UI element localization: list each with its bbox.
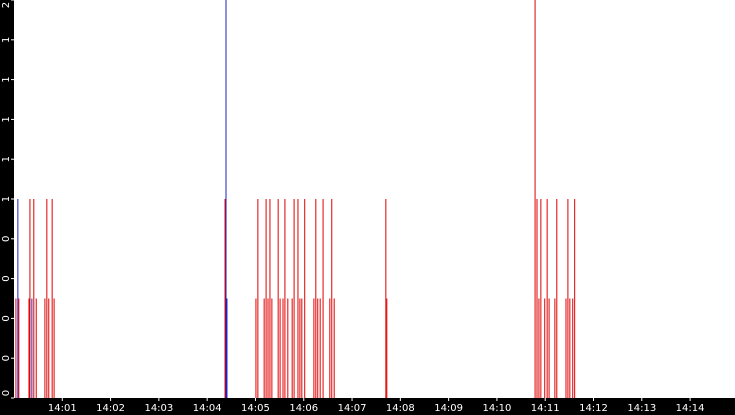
y-tick-label: 1 [1, 76, 12, 82]
x-tick-label: 14:03 [144, 403, 173, 414]
x-axis-bar [0, 398, 735, 415]
y-tick-label: 0 [1, 355, 12, 361]
y-tick-label: 0 [1, 275, 12, 281]
x-tick-label: 14:09 [434, 403, 463, 414]
x-tick-label: 14:10 [483, 403, 512, 414]
y-axis-bar [0, 0, 14, 415]
y-tick-label: 0 [1, 315, 12, 321]
x-tick-label: 14:08 [386, 403, 415, 414]
y-tick-label: 1 [1, 196, 12, 202]
x-tick-label: 14:14 [676, 403, 705, 414]
y-tick-label: 0 [1, 390, 12, 396]
y-tick-label: 1 [1, 37, 12, 43]
x-tick-label: 14:13 [627, 403, 656, 414]
x-tick-label: 14:06 [289, 403, 318, 414]
x-tick-label: 14:01 [48, 403, 77, 414]
y-tick-label: 0 [1, 236, 12, 242]
y-tick-label: 1 [1, 116, 12, 122]
x-tick-label: 14:11 [531, 403, 560, 414]
x-tick-label: 14:04 [193, 403, 222, 414]
y-tick-label: 2 [1, 2, 12, 8]
x-tick-label: 14:12 [579, 403, 608, 414]
x-tick-label: 14:05 [241, 403, 270, 414]
y-tick-label: 1 [1, 156, 12, 162]
x-tick-label: 14:02 [96, 403, 125, 414]
x-tick-label: 14:07 [338, 403, 367, 414]
